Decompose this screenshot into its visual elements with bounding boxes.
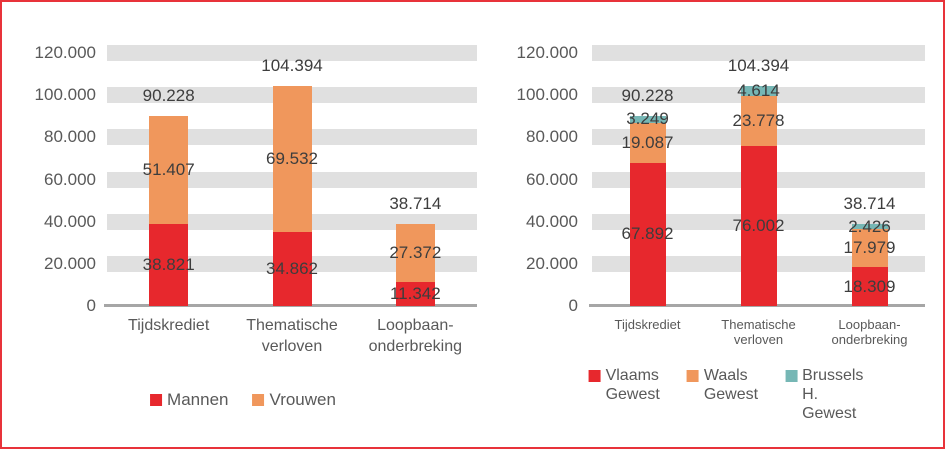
category-label-line: Tijdskrediet xyxy=(128,317,210,334)
bar-segment-waals-gewest xyxy=(629,122,666,163)
segment-value-label: 11.342 xyxy=(389,284,441,304)
category-label-line: verloven xyxy=(733,332,784,347)
segment-value-label: 4.614 xyxy=(737,80,780,100)
y-axis-tick-label: 20.000 xyxy=(44,253,96,273)
bar-segment-mannen xyxy=(272,232,312,306)
legend-swatch-icon xyxy=(150,394,163,406)
segment-value-label: 3.249 xyxy=(626,109,669,129)
y-axis-tick-label: 120.000 xyxy=(34,43,96,62)
legend-label-line: Waals xyxy=(703,367,748,384)
segment-value-label: 34.862 xyxy=(266,259,318,279)
legend-label: Vlaams Gewest xyxy=(606,366,660,404)
legend-label-line: Gewest xyxy=(605,386,660,403)
category-label-line: verloven xyxy=(261,338,323,355)
segment-value-label: 18.309 xyxy=(843,276,896,296)
bar-segment-brussels-h-gewest xyxy=(629,115,666,123)
segment-value-label: 27.372 xyxy=(389,243,442,263)
legend-label: Mannen xyxy=(167,390,228,409)
y-axis-tick-label: 0 xyxy=(86,296,96,315)
segment-value-label: 23.778 xyxy=(732,110,785,130)
bar-segment-vrouwen xyxy=(272,85,312,233)
segment-value-label: 76.002 xyxy=(732,215,785,235)
category-label-line: onderbreking xyxy=(831,332,908,347)
segment-value-label: 17.979 xyxy=(843,238,896,258)
legend-label: Brussels H. Gewest xyxy=(802,366,863,423)
total-value-label: 104.394 xyxy=(727,55,790,75)
bar-segment-vlaams-gewest xyxy=(740,145,777,306)
category-label: Thematische verloven xyxy=(721,317,795,347)
bar-segment-vlaams-gewest xyxy=(851,267,888,306)
y-axis-tick-label: 60.000 xyxy=(526,169,578,189)
gridline-band xyxy=(107,45,477,61)
legend-swatch-icon xyxy=(785,370,798,382)
y-axis-tick-label: 60.000 xyxy=(44,169,96,189)
chart-legend: Vlaams Gewest Waals Gewest Brussels H. Gewest xyxy=(588,366,863,423)
bar-segment-mannen xyxy=(395,282,435,306)
bar-segment-brussels-h-gewest xyxy=(851,224,888,230)
legend-label-line: Gewest xyxy=(802,405,857,422)
category-label: Loopbaan-onderbreking xyxy=(369,315,462,357)
y-axis-tick-label: 120.000 xyxy=(516,43,578,62)
y-axis-tick-label: 100.000 xyxy=(516,85,578,105)
legend-label-line: Gewest xyxy=(703,386,759,403)
category-label-line: Loopbaan- xyxy=(838,317,901,332)
category-label: Tijdskrediet xyxy=(128,315,209,336)
chart-legend: Mannen Vrouwen xyxy=(150,390,336,409)
bar-segment-vrouwen xyxy=(149,115,189,225)
total-value-label: 38.714 xyxy=(389,194,442,214)
legend-label-line: Brussels H. xyxy=(802,367,864,403)
bar-segment-waals-gewest xyxy=(740,95,777,146)
total-value-label: 90.228 xyxy=(142,85,195,105)
total-value-label: 38.714 xyxy=(843,194,896,214)
segment-value-label: 2.426 xyxy=(848,216,891,236)
bar-segment-mannen xyxy=(149,224,189,306)
bar-segment-vrouwen xyxy=(395,224,435,283)
y-axis-tick-label: 20.000 xyxy=(526,253,578,273)
legend-item: Waals Gewest xyxy=(686,366,758,404)
category-label-line: Loopbaan- xyxy=(377,317,454,334)
y-axis-tick-label: 80.000 xyxy=(44,127,96,147)
category-label-line: Thematische xyxy=(721,317,796,332)
category-label: Thematische verloven xyxy=(246,315,338,357)
legend-swatch-icon xyxy=(588,370,601,382)
gridline-band xyxy=(592,45,925,61)
segment-value-label: 19.087 xyxy=(621,132,674,152)
legend-label: Vrouwen xyxy=(269,390,335,409)
segment-value-label: 38.821 xyxy=(142,255,195,275)
bar-segment-brussels-h-gewest xyxy=(740,85,777,96)
category-label-line: onderbreking xyxy=(368,338,463,355)
category-label: Loopbaan-onderbreking xyxy=(832,317,908,347)
legend-swatch-icon xyxy=(686,370,699,382)
segment-value-label: 51.407 xyxy=(142,159,195,179)
y-axis-tick-label: 80.000 xyxy=(526,127,578,147)
total-value-label: 90.228 xyxy=(621,85,674,105)
legend-label: Waals Gewest xyxy=(704,366,758,404)
legend-label-line: Vrouwen xyxy=(269,390,336,409)
legend-item: Vrouwen xyxy=(252,390,336,409)
bar-segment-vlaams-gewest xyxy=(629,162,666,306)
y-axis-tick-label: 0 xyxy=(568,296,578,315)
legend-item: Vlaams Gewest xyxy=(588,366,660,404)
legend-item: Brussels H. Gewest xyxy=(785,366,863,423)
bar-segment-waals-gewest xyxy=(851,229,888,268)
category-label-line: Thematische xyxy=(246,317,338,334)
legend-label-line: Vlaams xyxy=(605,367,659,384)
legend-swatch-icon xyxy=(252,394,265,406)
y-axis-tick-label: 100.000 xyxy=(34,85,96,105)
legend-item: Mannen xyxy=(150,390,228,409)
total-value-label: 104.394 xyxy=(261,55,323,75)
segment-value-label: 67.892 xyxy=(621,224,674,244)
y-axis-tick-label: 40.000 xyxy=(44,211,96,231)
segment-value-label: 69.532 xyxy=(266,149,318,169)
category-label: Tijdskrediet xyxy=(615,317,681,332)
legend-label-line: Mannen xyxy=(167,390,229,409)
y-axis-tick-label: 40.000 xyxy=(526,211,578,231)
category-label-line: Tijdskrediet xyxy=(614,317,681,332)
